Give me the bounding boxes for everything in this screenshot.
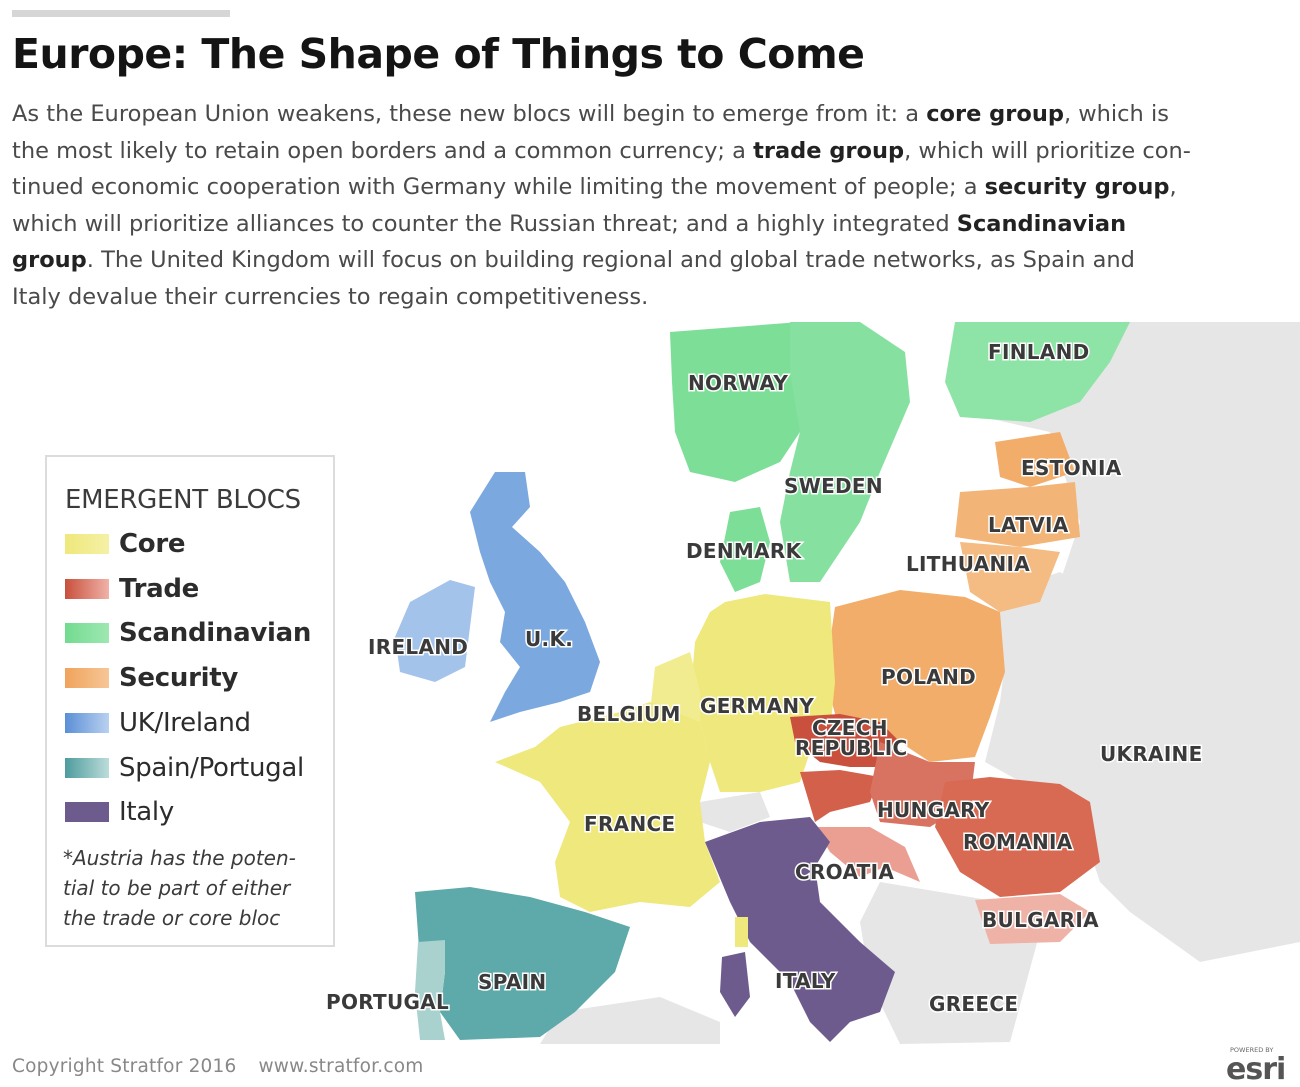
page-title: Europe: The Shape of Things to Come (12, 30, 865, 78)
north-africa-land (540, 997, 720, 1044)
legend-box: EMERGENT BLOCS Core Trade Scandinavian S… (45, 455, 335, 947)
label-spain: SPAIN (478, 970, 546, 994)
label-germany: GERMANY (700, 694, 814, 718)
label-finland: FINLAND (988, 340, 1090, 364)
label-france: FRANCE (584, 812, 675, 836)
czech-region (790, 714, 900, 767)
label-ukraine: UKRAINE (1100, 742, 1203, 766)
austria-region (800, 770, 880, 822)
romania-region (935, 777, 1100, 897)
label-poland: POLAND (881, 665, 976, 689)
esri-wordmark: esri (1226, 1052, 1286, 1087)
label-estonia: ESTONIA (1021, 456, 1122, 480)
label-czech-line2: REPUBLIC (795, 736, 907, 760)
legend-label-trade: Trade (119, 574, 199, 604)
italy-swatch (65, 802, 109, 822)
intro-paragraph: As the European Union weakens, these new… (12, 101, 1191, 310)
corsica-region (735, 917, 748, 947)
label-italy: ITALY (775, 969, 836, 993)
footer-credits: Copyright Stratfor 2016 www.stratfor.com (12, 1056, 423, 1077)
label-croatia: CROATIA (795, 860, 894, 884)
label-denmark: DENMARK (686, 539, 803, 563)
legend-label-scandinavian: Scandinavian (119, 618, 312, 648)
label-sweden: SWEDEN (784, 474, 883, 498)
label-czech-line1: CZECH (812, 716, 888, 740)
website-url[interactable]: www.stratfor.com (258, 1056, 424, 1077)
core-swatch (65, 534, 109, 554)
label-bulgaria: BULGARIA (982, 908, 1099, 932)
sardinia-region (720, 952, 750, 1017)
legend-label-core: Core (119, 529, 186, 559)
label-lithuania: LITHUANIA (906, 552, 1030, 576)
austria-note: *Austria has the poten-tial to be part o… (63, 846, 296, 930)
copyright-text: Copyright Stratfor 2016 (12, 1056, 237, 1077)
trade-swatch (65, 579, 109, 599)
spain-portugal-swatch (65, 758, 109, 778)
eastern-europe-land (955, 322, 1300, 962)
croatia-slovenia-region (815, 827, 920, 882)
label-uk: U.K. (525, 627, 573, 651)
france-region (495, 702, 720, 912)
poland-region (825, 590, 1005, 762)
header-accent-bar (12, 10, 230, 17)
label-latvia: LATVIA (988, 513, 1069, 537)
spain-region (415, 887, 630, 1040)
sweden-region (780, 322, 910, 582)
denmark-region (720, 507, 770, 592)
ireland-region (395, 580, 475, 682)
uk-region (470, 472, 600, 722)
finland-region (945, 322, 1130, 422)
label-romania: ROMANIA (963, 830, 1073, 854)
lithuania-region (960, 542, 1060, 612)
esri-logo: POWERED BY esri (1222, 1046, 1294, 1087)
label-greece: GREECE (929, 992, 1018, 1016)
label-norway: NORWAY (688, 371, 788, 395)
label-hungary: HUNGARY (877, 798, 990, 822)
switzerland-land (700, 792, 770, 832)
label-ireland: IRELAND (368, 635, 468, 659)
legend-label-uk-ireland: UK/Ireland (119, 708, 251, 738)
estonia-region (995, 432, 1075, 487)
esri-powered-by: POWERED BY (1230, 1046, 1274, 1054)
uk-ireland-swatch (65, 713, 109, 733)
legend-title: EMERGENT BLOCS (65, 485, 301, 515)
label-belgium: BELGIUM (577, 702, 681, 726)
legend-label-italy: Italy (119, 797, 174, 827)
legend-label-spain-portugal: Spain/Portugal (119, 753, 304, 783)
scandinavian-swatch (65, 623, 109, 643)
bulgaria-region (975, 894, 1090, 944)
label-portugal: PORTUGAL (326, 990, 449, 1014)
europe-map: FINLAND NORWAY ESTONIA SWEDEN LATVIA DEN… (0, 322, 1300, 1044)
portugal-region (415, 940, 445, 1040)
italy-region (705, 817, 895, 1042)
legend-label-security: Security (119, 663, 238, 693)
latvia-region (955, 482, 1080, 547)
security-swatch (65, 668, 109, 688)
